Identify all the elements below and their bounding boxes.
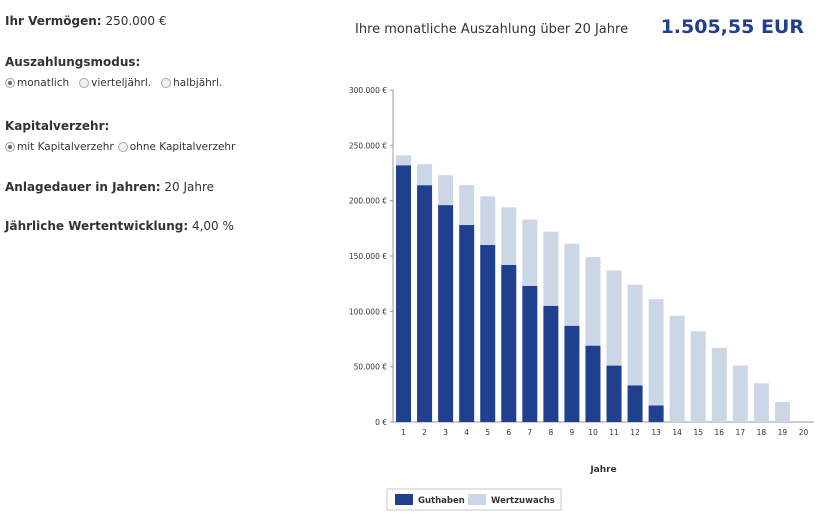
vermoegen-value[interactable]: 250.000 € bbox=[105, 14, 167, 28]
x-tick-label: 19 bbox=[778, 428, 788, 437]
bar-guthaben bbox=[417, 185, 433, 422]
x-tick-label: 8 bbox=[548, 428, 553, 437]
bar-wertzuwachs bbox=[753, 383, 769, 422]
anlagedauer-line: Anlagedauer in Jahren: 20 Jahre bbox=[5, 180, 214, 194]
radio-checked-icon[interactable] bbox=[5, 142, 15, 152]
x-tick-label: 11 bbox=[609, 428, 619, 437]
x-tick-label: 4 bbox=[464, 428, 469, 437]
bar-guthaben bbox=[648, 405, 664, 422]
radio-label: monatlich bbox=[17, 77, 70, 89]
radio-unchecked-icon[interactable] bbox=[79, 78, 90, 88]
auszahlungsmodus-label: Auszahlungsmodus: bbox=[5, 55, 141, 69]
payout-title: Ihre monatliche Auszahlung über 20 Jahre bbox=[355, 22, 629, 37]
wertentwicklung-label: Jährliche Wertentwicklung: bbox=[5, 219, 189, 233]
legend-label-guthaben: Guthaben bbox=[418, 496, 465, 506]
radio-checked-icon[interactable] bbox=[5, 78, 15, 88]
bar-guthaben bbox=[438, 205, 454, 422]
bar-guthaben bbox=[606, 365, 622, 422]
bar-guthaben bbox=[459, 225, 475, 422]
bar-wertzuwachs bbox=[543, 231, 559, 306]
bar-wertzuwachs bbox=[480, 196, 496, 245]
bar-guthaben bbox=[627, 385, 643, 422]
radio-label: vierteljährl. bbox=[91, 77, 152, 89]
legend-swatch-wertzuwachs bbox=[468, 494, 486, 505]
x-tick-label: 14 bbox=[672, 428, 682, 437]
bar-wertzuwachs bbox=[690, 331, 706, 422]
legend-label-wertzuwachs: Wertzuwachs bbox=[491, 496, 555, 506]
bar-wertzuwachs bbox=[522, 219, 538, 286]
radio-mit-kapitalverzehr[interactable]: mit Kapitalverzehr bbox=[5, 141, 114, 153]
radio-label: halbjährl. bbox=[173, 77, 223, 89]
legend-swatch-guthaben bbox=[395, 494, 413, 505]
bar-wertzuwachs bbox=[606, 270, 622, 366]
x-tick-label: 16 bbox=[715, 428, 725, 437]
x-tick-label: 9 bbox=[570, 428, 575, 437]
y-tick-label: 0 € bbox=[375, 418, 387, 427]
x-tick-label: 6 bbox=[506, 428, 511, 437]
x-tick-label: 20 bbox=[799, 428, 809, 437]
kapitalverzehr-options: mit Kapitalverzehr ohne Kapitalverzehr bbox=[5, 141, 245, 153]
bar-wertzuwachs bbox=[417, 164, 433, 186]
radio-ohne-kapitalverzehr[interactable]: ohne Kapitalverzehr bbox=[117, 141, 236, 153]
x-tick-label: 13 bbox=[651, 428, 661, 437]
bar-wertzuwachs bbox=[396, 155, 412, 166]
radio-label: mit Kapitalverzehr bbox=[17, 141, 114, 153]
x-tick-label: 17 bbox=[736, 428, 746, 437]
vermoegen-line: Ihr Vermögen: 250.000 € bbox=[5, 14, 167, 28]
bar-guthaben bbox=[543, 305, 559, 422]
x-tick-label: 18 bbox=[757, 428, 767, 437]
wertentwicklung-line: Jährliche Wertentwicklung: 4,00 % bbox=[5, 219, 234, 233]
y-tick-label: 200.000 € bbox=[349, 197, 387, 206]
bar-wertzuwachs bbox=[564, 243, 580, 326]
bar-wertzuwachs bbox=[459, 185, 475, 226]
y-tick-label: 100.000 € bbox=[349, 307, 387, 316]
radio-monatlich[interactable]: monatlich bbox=[5, 77, 69, 89]
y-tick-label: 150.000 € bbox=[349, 252, 387, 261]
kapitalverzehr-label: Kapitalverzehr: bbox=[5, 119, 110, 133]
x-tick-label: 2 bbox=[422, 428, 427, 437]
x-tick-label: 15 bbox=[693, 428, 703, 437]
radio-vierteljaehrlich[interactable]: vierteljährl. bbox=[79, 77, 151, 89]
auszahlungsmodus-options: monatlich vierteljährl. halbjährl. bbox=[5, 77, 232, 89]
x-tick-label: 12 bbox=[630, 428, 640, 437]
x-axis-title: Jahre bbox=[589, 465, 616, 475]
y-tick-label: 50.000 € bbox=[354, 363, 388, 372]
bar-wertzuwachs bbox=[774, 402, 790, 422]
anlagedauer-value[interactable]: 20 Jahre bbox=[164, 180, 215, 194]
radio-halbjaehrlich[interactable]: halbjährl. bbox=[161, 77, 222, 89]
bar-guthaben bbox=[501, 264, 517, 422]
x-tick-label: 10 bbox=[588, 428, 598, 437]
vermoegen-label: Ihr Vermögen: bbox=[5, 14, 102, 28]
anlagedauer-label: Anlagedauer in Jahren: bbox=[5, 180, 161, 194]
bar-guthaben bbox=[480, 244, 496, 422]
bar-guthaben bbox=[585, 345, 601, 422]
x-tick-label: 7 bbox=[527, 428, 532, 437]
radio-label: ohne Kapitalverzehr bbox=[129, 141, 236, 153]
bar-wertzuwachs bbox=[585, 257, 601, 346]
x-tick-label: 5 bbox=[485, 428, 490, 437]
bar-wertzuwachs bbox=[501, 207, 517, 265]
payout-amount: 1.505,55 EUR bbox=[660, 16, 804, 38]
bar-wertzuwachs bbox=[627, 284, 643, 386]
bar-wertzuwachs bbox=[732, 365, 748, 422]
radio-unchecked-icon[interactable] bbox=[161, 78, 172, 88]
bar-wertzuwachs bbox=[669, 315, 685, 422]
bar-guthaben bbox=[396, 165, 412, 422]
bar-guthaben bbox=[522, 285, 538, 422]
y-tick-label: 300.000 € bbox=[349, 86, 387, 95]
wertentwicklung-value[interactable]: 4,00 % bbox=[191, 219, 234, 233]
x-tick-label: 3 bbox=[443, 428, 448, 437]
bar-guthaben bbox=[564, 325, 580, 422]
y-tick-label: 250.000 € bbox=[349, 141, 387, 150]
x-tick-label: 1 bbox=[401, 428, 406, 437]
bar-wertzuwachs bbox=[711, 347, 727, 422]
bar-wertzuwachs bbox=[648, 299, 664, 406]
radio-unchecked-icon[interactable] bbox=[117, 142, 128, 152]
bar-wertzuwachs bbox=[438, 175, 454, 206]
